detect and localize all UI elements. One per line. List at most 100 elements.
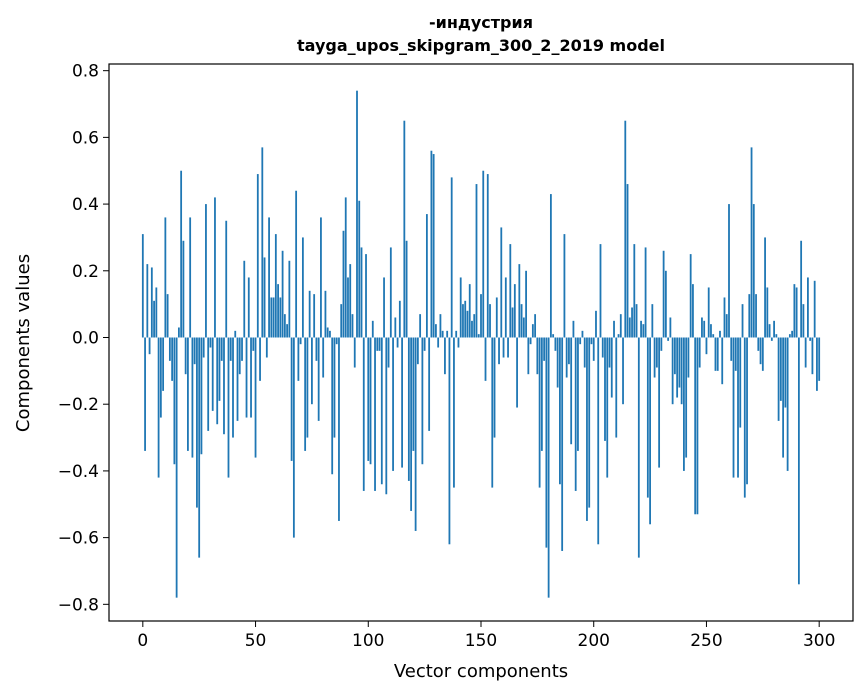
bar-219 xyxy=(635,304,638,338)
bar-278 xyxy=(768,324,771,338)
bar-34 xyxy=(218,337,221,401)
bar-254 xyxy=(714,337,717,371)
x-tick-label-2: 100 xyxy=(352,631,384,651)
bar-196 xyxy=(583,337,586,368)
bar-44 xyxy=(241,337,243,361)
bar-201 xyxy=(595,310,597,338)
bar-267 xyxy=(743,337,746,498)
bar-211 xyxy=(617,334,620,338)
bar-24 xyxy=(196,337,198,508)
bar-206 xyxy=(606,337,609,478)
bar-23 xyxy=(193,337,196,365)
bar-36 xyxy=(223,337,225,435)
bar-26 xyxy=(200,337,203,455)
bar-269 xyxy=(748,294,751,338)
bar-271 xyxy=(752,204,755,338)
bar-50 xyxy=(254,337,257,458)
bar-149 xyxy=(477,334,480,338)
bar-77 xyxy=(315,337,318,361)
bar-154 xyxy=(489,304,491,338)
bar-293 xyxy=(802,304,805,338)
bar-235 xyxy=(671,337,674,405)
bar-197 xyxy=(586,337,588,521)
bar-283 xyxy=(779,337,782,401)
bar-155 xyxy=(491,337,494,488)
bar-276 xyxy=(764,237,766,338)
bar-3 xyxy=(148,337,151,355)
bar-212 xyxy=(619,314,622,338)
bar-258 xyxy=(723,297,726,338)
bar-180 xyxy=(547,337,550,598)
bar-300 xyxy=(818,337,821,381)
bar-66 xyxy=(290,337,293,461)
bar-115 xyxy=(401,337,403,468)
bar-272 xyxy=(755,294,757,338)
bar-83 xyxy=(329,330,331,338)
bar-274 xyxy=(759,337,762,365)
x-tick-label-0: 0 xyxy=(137,631,148,651)
bar-40 xyxy=(232,337,234,438)
bar-106 xyxy=(380,337,383,485)
x-tick-label-5: 250 xyxy=(690,631,722,651)
bar-13 xyxy=(171,337,174,381)
bar-57 xyxy=(270,297,273,338)
y-tick-label-1: −0.6 xyxy=(58,529,99,549)
bar-171 xyxy=(527,337,530,375)
bar-251 xyxy=(707,287,710,338)
y-tick-label-4: 0.0 xyxy=(72,328,99,348)
bar-122 xyxy=(416,337,419,365)
bar-10 xyxy=(164,217,167,338)
bar-48 xyxy=(250,337,252,418)
x-axis-ticks: 0 50 100 150 200 250 300 xyxy=(137,621,835,651)
bar-21 xyxy=(189,217,192,338)
bar-209 xyxy=(613,320,615,338)
bar-228 xyxy=(655,337,658,368)
bar-19 xyxy=(184,337,187,375)
bar-207 xyxy=(608,337,611,368)
bar-94 xyxy=(353,337,356,368)
bar-71 xyxy=(301,237,304,338)
bar-49 xyxy=(252,337,255,351)
bar-75 xyxy=(311,337,313,405)
bar-16 xyxy=(177,327,180,338)
bar-273 xyxy=(757,337,760,351)
bar-160 xyxy=(502,337,505,358)
bar-58 xyxy=(272,297,275,338)
bar-89 xyxy=(342,230,345,338)
y-axis-label: Components values xyxy=(13,254,34,432)
bar-70 xyxy=(299,337,302,345)
bar-290 xyxy=(795,287,798,338)
chart-title-line-2: tayga_upos_skipgram_300_2_2019 model xyxy=(297,36,665,55)
bar-85 xyxy=(333,337,336,438)
y-tick-label-3: −0.2 xyxy=(58,395,99,415)
bar-54 xyxy=(263,257,266,338)
bar-297 xyxy=(811,337,814,375)
bar-216 xyxy=(628,317,631,338)
bar-213 xyxy=(622,337,624,405)
bar-169 xyxy=(522,317,525,338)
bar-27 xyxy=(202,337,205,358)
bar-299 xyxy=(816,337,818,391)
x-tick-label-1: 50 xyxy=(245,631,267,651)
bar-292 xyxy=(800,240,803,338)
bar-184 xyxy=(556,337,559,388)
bar-141 xyxy=(459,277,462,338)
bar-142 xyxy=(462,304,464,338)
bar-242 xyxy=(687,337,690,378)
bar-200 xyxy=(592,337,595,361)
bar-103 xyxy=(374,337,376,491)
bar-246 xyxy=(696,337,699,515)
bar-133 xyxy=(441,330,444,338)
bar-221 xyxy=(640,320,642,338)
bar-41 xyxy=(234,330,237,338)
x-tick-label-4: 200 xyxy=(578,631,610,651)
bar-231 xyxy=(662,250,665,338)
chart-title-line-1: -индустрия xyxy=(429,13,533,32)
bar-163 xyxy=(509,244,512,338)
bar-125 xyxy=(423,337,426,351)
bar-178 xyxy=(543,337,546,361)
bar-91 xyxy=(347,277,349,338)
bar-166 xyxy=(516,337,518,408)
bar-270 xyxy=(750,147,753,338)
